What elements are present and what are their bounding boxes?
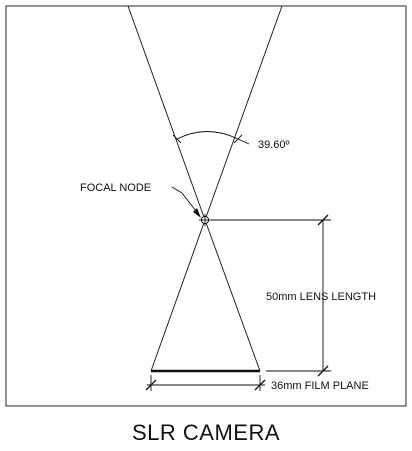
diagram-caption: SLR CAMERA: [132, 420, 280, 445]
film-ray-left: [150, 219, 206, 372]
diagram-frame: [5, 5, 407, 407]
lens-length-tick-top: [317, 214, 329, 226]
angle-tick-left: [172, 134, 182, 144]
fov-ray-left-upper: [127, 5, 206, 221]
film-dimension-tick-right: [254, 379, 266, 391]
lens-length-tick-bottom: [317, 365, 329, 377]
film-ray-right: [204, 219, 261, 372]
film-plane-label: 36mm FILM PLANE: [271, 380, 369, 392]
fov-ray-right-upper: [204, 5, 283, 221]
focal-node-label: FOCAL NODE: [80, 182, 151, 194]
focal-node-arrowhead: [193, 208, 201, 218]
focal-node-leader: [171, 186, 183, 194]
film-dimension-tick-left: [145, 379, 157, 391]
angle-label: 39.60º: [258, 139, 290, 151]
angle-arc: [176, 131, 239, 140]
lens-length-label: 50mm LENS LENGTH: [266, 291, 376, 303]
angle-leader: [237, 138, 250, 145]
